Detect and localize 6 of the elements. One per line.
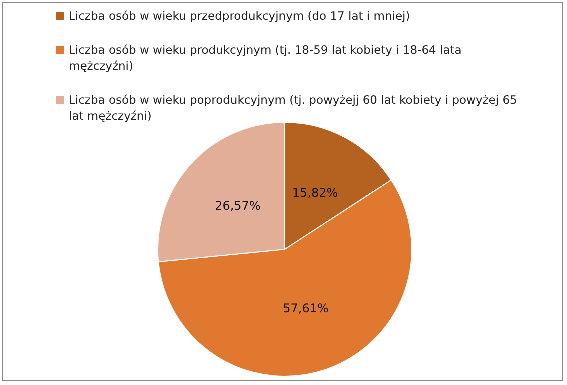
data-label: 15,82% (292, 186, 338, 200)
data-label: 26,57% (215, 198, 261, 213)
legend-label: Liczba osób w wieku przedprodukcyjnym (do 17 lat i mniej) (69, 8, 410, 24)
legend-label: Liczba osób w wieku poprodukcyjnym (tj. powyżejj 60 lat kobiety i powyżej 65 lat mężczyźni) (69, 92, 518, 124)
data-label: 57,61% (283, 302, 329, 316)
legend-label: Liczba osób w wieku produkcyjnym (tj. 18-59 lat kobiety i 18-64 lata mężczyźni) (69, 42, 463, 74)
